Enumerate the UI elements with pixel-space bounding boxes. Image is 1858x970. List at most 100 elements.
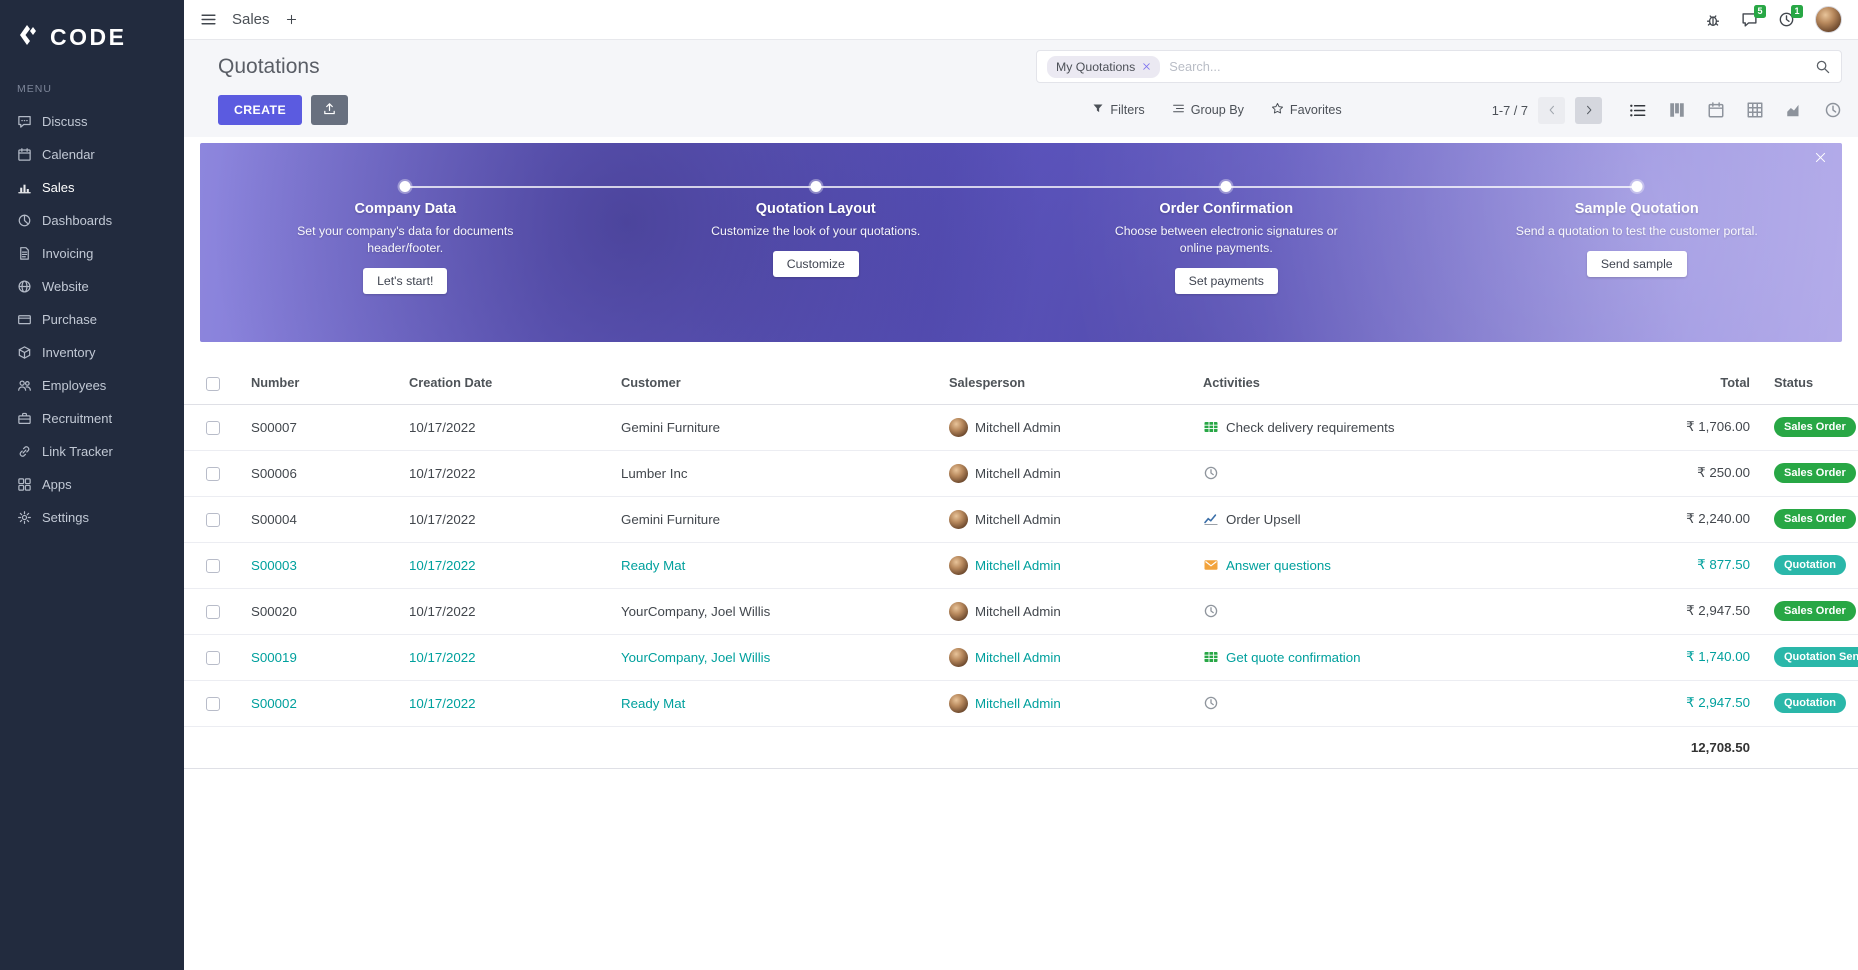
status-badge: Quotation Sent [1774,647,1858,667]
sidebar-item-inventory[interactable]: Inventory [0,336,184,369]
list-view-icon[interactable] [1628,101,1647,120]
customize-button[interactable]: Customize [772,251,859,278]
column-header-customer[interactable]: Customer [604,362,932,405]
search-icon[interactable] [1815,59,1831,75]
upload-button[interactable] [311,95,349,125]
calendar-view-icon[interactable] [1707,101,1725,119]
table-row[interactable]: S00019 10/17/2022 YourCompany, Joel Will… [184,634,1858,681]
cell-total: ₹ 1,706.00 [1648,404,1766,451]
sidebar-nav: Discuss Calendar Sales Dashboards Invoic… [0,105,184,534]
row-checkbox[interactable] [206,650,220,665]
recruitment-icon [17,411,32,426]
favorites-button[interactable]: Favorites [1271,102,1342,118]
table-row[interactable]: S00020 10/17/2022 YourCompany, Joel Will… [184,588,1858,635]
app-logo[interactable]: CODE [0,0,184,59]
pivot-view-icon[interactable] [1746,101,1764,119]
view-switcher [1628,101,1842,120]
clock-icon[interactable] [1203,695,1219,711]
group-by-button[interactable]: Group By [1172,102,1244,118]
add-tab-icon[interactable] [285,13,298,26]
table-row[interactable]: S00006 10/17/2022 Lumber Inc Mitchell Ad… [184,450,1858,497]
column-header-creation-date[interactable]: Creation Date [392,362,604,405]
sidebar-item-calendar[interactable]: Calendar [0,138,184,171]
row-checkbox[interactable] [206,466,220,481]
sidebar-item-label: Link Tracker [42,444,113,459]
status-badge: Quotation [1774,693,1846,713]
row-checkbox[interactable] [206,604,220,619]
table-row[interactable]: S00004 10/17/2022 Gemini Furniture Mitch… [184,496,1858,543]
step-dot [1631,181,1643,192]
current-app-name[interactable]: Sales [232,11,270,28]
search-input[interactable] [1169,59,1806,74]
search-bar[interactable]: My Quotations [1036,50,1842,83]
menu-heading: MENU [17,83,52,95]
hamburger-menu-icon[interactable] [200,11,217,28]
sidebar-item-label: Recruitment [42,411,113,426]
row-checkbox[interactable] [206,512,220,527]
user-avatar[interactable] [1815,6,1842,33]
cell-creation-date: 10/17/2022 [392,588,604,635]
cell-activity: Answer questions [1226,557,1331,573]
cell-creation-date: 10/17/2022 [392,542,604,589]
debug-bug-icon[interactable] [1705,12,1721,28]
create-button[interactable]: CREATE [218,95,303,125]
table-row[interactable]: S00007 10/17/2022 Gemini Furniture Mitch… [184,404,1858,451]
sidebar-item-apps[interactable]: Apps [0,468,184,501]
sidebar-item-dashboards[interactable]: Dashboards [0,204,184,237]
sidebar-item-employees[interactable]: Employees [0,369,184,402]
column-header-activities[interactable]: Activities [1186,362,1648,405]
row-checkbox[interactable] [206,420,220,435]
activities-clock-icon[interactable]: 1 [1778,5,1803,28]
envelope-icon[interactable] [1203,557,1219,573]
cell-activity: Order Upsell [1226,511,1301,527]
onboarding-banner: Company Data Set your company's data for… [200,143,1842,342]
facet-remove-icon[interactable] [1142,62,1151,71]
column-header-total[interactable]: Total [1648,362,1766,405]
activity-view-icon[interactable] [1824,101,1842,119]
row-checkbox[interactable] [206,696,220,711]
onboarding-timeline [405,186,1637,188]
quotations-table: Number Creation Date Customer Salesperso… [184,362,1858,769]
table-row[interactable]: S00003 10/17/2022 Ready Mat Mitchell Adm… [184,542,1858,589]
graph-view-icon[interactable] [1785,101,1803,119]
onboarding-step-quotation-layout: Quotation Layout Customize the look of y… [611,143,1022,342]
send-sample-button[interactable]: Send sample [1586,251,1687,278]
pager-next-button[interactable] [1575,96,1602,124]
favorites-label: Favorites [1289,103,1342,117]
sidebar-item-settings[interactable]: Settings [0,501,184,534]
row-checkbox[interactable] [206,558,220,573]
table-row[interactable]: S00002 10/17/2022 Ready Mat Mitchell Adm… [184,680,1858,727]
messages-icon[interactable]: 5 [1741,5,1766,28]
cell-number: S00006 [234,450,392,497]
column-header-number[interactable]: Number [234,362,392,405]
select-all-checkbox[interactable] [206,376,220,391]
sidebar-item-website[interactable]: Website [0,270,184,303]
banner-close-icon[interactable] [1814,151,1827,169]
cell-number: S00004 [234,496,392,543]
search-facet-my-quotations[interactable]: My Quotations [1047,55,1161,78]
column-header-salesperson[interactable]: Salesperson [932,362,1186,405]
sidebar-item-recruitment[interactable]: Recruitment [0,402,184,435]
spreadsheet-icon[interactable] [1203,419,1219,435]
sidebar-item-purchase[interactable]: Purchase [0,303,184,336]
sidebar-item-sales[interactable]: Sales [0,171,184,204]
table-footer-row: 12,708.50 [184,726,1858,769]
spreadsheet-icon[interactable] [1203,649,1219,665]
page-title: Quotations [218,54,320,78]
column-header-status[interactable]: Status [1766,362,1858,405]
sidebar-item-invoicing[interactable]: Invoicing [0,237,184,270]
set-payments-button[interactable]: Set payments [1174,268,1278,295]
pager-previous-button[interactable] [1538,96,1565,124]
clock-icon[interactable] [1203,465,1219,481]
filters-button[interactable]: Filters [1092,103,1145,118]
line-chart-icon[interactable] [1203,511,1219,527]
kanban-view-icon[interactable] [1668,101,1686,119]
calendar-icon [17,147,32,162]
cell-salesperson: Mitchell Admin [975,695,1061,711]
lets-start-button[interactable]: Let's start! [363,268,448,295]
clock-icon[interactable] [1203,603,1219,619]
main-area: Sales 5 1 Quotations My Quotations [184,0,1858,970]
sidebar-item-link-tracker[interactable]: Link Tracker [0,435,184,468]
sidebar-item-discuss[interactable]: Discuss [0,105,184,138]
step-description: Set your company's data for documents he… [297,224,514,256]
